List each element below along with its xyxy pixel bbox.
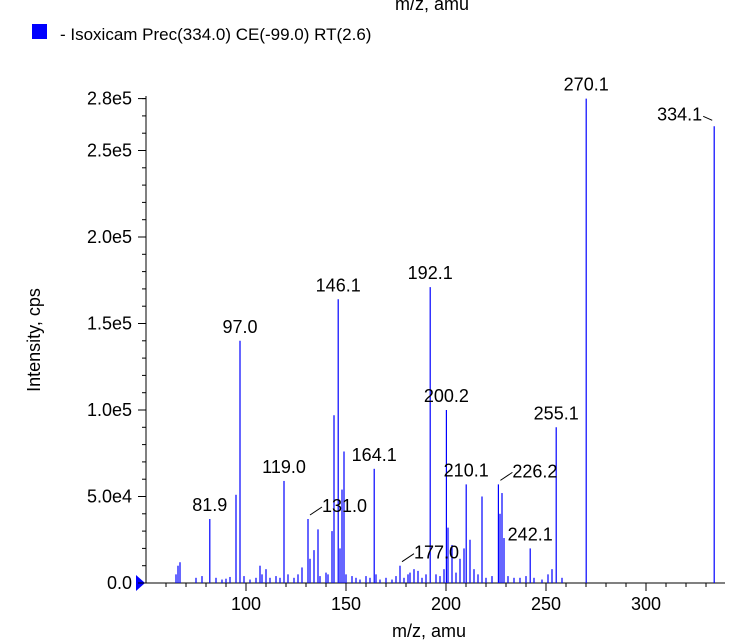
peak-label: 177.0: [414, 543, 459, 563]
peak-label: 255.1: [534, 403, 579, 423]
y-tick-label: 0.0: [107, 573, 132, 593]
top-clipped-axis-label: m/z, amu: [395, 0, 469, 14]
y-tick-label: 1.5e5: [87, 314, 132, 334]
peak-label: 242.1: [508, 524, 553, 544]
peak-label: 97.0: [222, 317, 257, 337]
x-tick-label: 200: [431, 594, 461, 614]
y-axis-title: Intensity, cps: [24, 288, 44, 392]
x-tick-label: 300: [631, 594, 661, 614]
peak-label-leader: [401, 553, 415, 563]
legend: - Isoxicam Prec(334.0) CE(-99.0) RT(2.6): [32, 24, 371, 44]
peak-label-leader: [702, 115, 713, 121]
peak-label: 210.1: [444, 460, 489, 480]
peak-label: 270.1: [564, 75, 609, 95]
peak-label: 200.2: [424, 386, 469, 406]
x-tick-label: 250: [531, 594, 561, 614]
peak-label: 226.2: [512, 461, 557, 481]
x-ticks: 100 150 200 250 300: [231, 583, 661, 614]
y-tick-label: 1.0e5: [87, 400, 132, 420]
y-tick-label: 2.8e5: [87, 89, 132, 109]
peak-label: 334.1: [657, 104, 702, 124]
peak-label: 131.0: [322, 496, 367, 516]
legend-label: - Isoxicam Prec(334.0) CE(-99.0) RT(2.6): [60, 25, 371, 44]
x-axis-title: m/z, amu: [392, 621, 466, 641]
y-tick-label: 2.0e5: [87, 227, 132, 247]
y-tick-label: 2.5e5: [87, 141, 132, 161]
peak-label: 81.9: [192, 495, 227, 515]
peak-label-leader: [500, 471, 513, 481]
legend-swatch: [32, 24, 47, 39]
x-tick-label: 100: [231, 594, 261, 614]
peak-label: 119.0: [262, 457, 306, 477]
x-tick-label: 150: [331, 594, 361, 614]
peak-labels: 81.9 97.0 119.0 131.0 146.1 164.1 177.0 192.1 20…: [192, 75, 713, 563]
y-tick-label: 5.0e4: [87, 487, 132, 507]
y-ticks: 0.0 5.0e4 1.0e5 1.5e5 2.0e5 2.5e5 2.8e5: [87, 89, 146, 593]
spectrum-peaks: [175, 98, 715, 583]
peak-label: 146.1: [316, 275, 361, 295]
peak-label: 164.1: [352, 445, 397, 465]
peak-label-leader: [309, 506, 323, 516]
peak-label: 192.1: [408, 263, 453, 283]
